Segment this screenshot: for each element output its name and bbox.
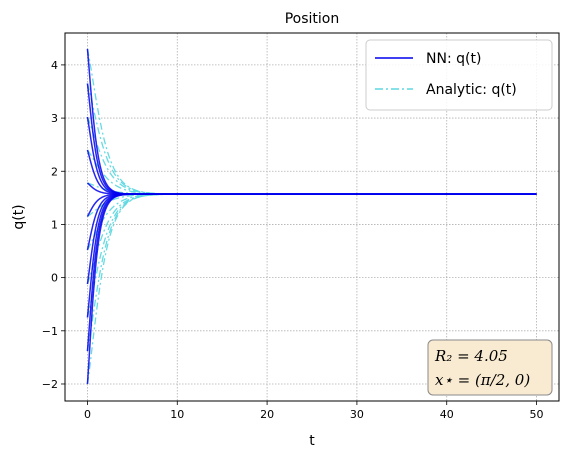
y-tick-label: 4 — [51, 59, 58, 72]
y-axis: −2 −1 0 1 2 3 4 — [42, 59, 65, 391]
x-tick-label: 40 — [440, 408, 454, 421]
analytic-trajectory — [86, 116, 537, 195]
analytic-trajectory — [86, 193, 537, 251]
nn-trajectory — [86, 193, 537, 217]
x-tick-label: 20 — [260, 408, 274, 421]
analytic-trajectory — [86, 149, 537, 195]
x-axis: 0 10 20 30 40 50 — [84, 401, 544, 421]
nn-trajectory — [86, 193, 537, 318]
nn-trajectory — [86, 182, 537, 195]
y-tick-label: 1 — [51, 218, 58, 231]
nn-trajectory — [86, 193, 537, 385]
x-tick-label: 30 — [350, 408, 364, 421]
nn-trajectory — [86, 193, 537, 251]
analytic-trajectory — [86, 193, 537, 285]
y-tick-label: 2 — [51, 165, 58, 178]
plot-frame — [64, 32, 560, 402]
plot-area — [86, 48, 537, 385]
analytic-trajectory — [86, 193, 537, 318]
x-tick-label: 10 — [170, 408, 184, 421]
analytic-trajectory — [86, 193, 537, 385]
x-tick-label: 50 — [530, 408, 544, 421]
annotation-r2: R₂ = 4.05 — [434, 347, 508, 365]
nn-trajectory — [86, 193, 537, 352]
y-axis-label: q(t) — [11, 204, 27, 229]
y-tick-label: 0 — [51, 272, 58, 285]
annotation-equilibrium: x⋆ = (π/2, 0) — [435, 371, 530, 389]
nn-trajectory — [86, 149, 537, 195]
x-axis-label: t — [309, 433, 315, 449]
analytic-trajectory — [86, 193, 537, 352]
legend-nn-label: NN: q(t) — [426, 51, 481, 67]
legend: NN: q(t) Analytic: q(t) — [365, 39, 553, 111]
legend-analytic-label: Analytic: q(t) — [426, 82, 517, 98]
annotation-box: R₂ = 4.05 x⋆ = (π/2, 0) — [427, 339, 553, 396]
annotation-background — [427, 339, 553, 396]
x-tick-label: 0 — [84, 408, 91, 421]
chart-title: Position — [285, 11, 340, 27]
y-tick-label: 3 — [51, 112, 58, 125]
analytic-trajectory — [87, 182, 537, 195]
nn-trajectory — [86, 193, 537, 285]
y-tick-label: −2 — [42, 378, 58, 391]
analytic-trajectory — [87, 193, 537, 218]
nn-trajectory — [86, 116, 537, 195]
analytic-trajectory — [86, 83, 537, 195]
y-tick-label: −1 — [42, 325, 58, 338]
